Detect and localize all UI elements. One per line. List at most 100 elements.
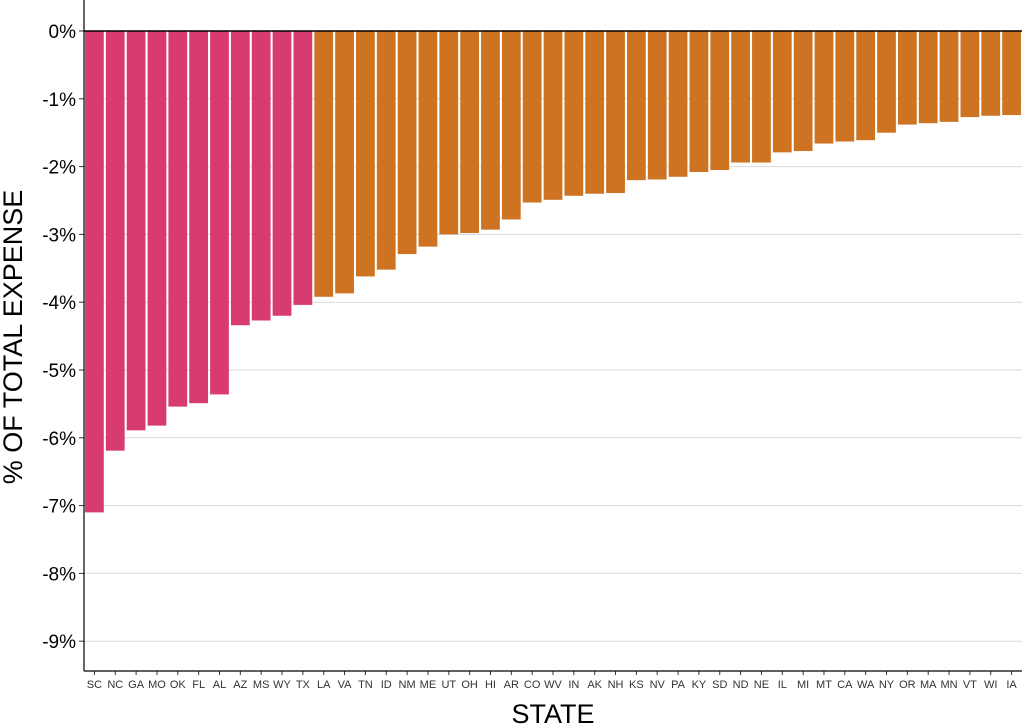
x-tick-label: TN <box>358 679 373 691</box>
x-tick-label: WA <box>857 679 875 691</box>
x-tick-label: KS <box>629 679 644 691</box>
bar-az <box>230 31 250 326</box>
y-tick-label: -6% <box>42 429 76 450</box>
tick-labels: 0% -1% -2% -3% -4% -5% -6% -7% -8% -9% SC NC GA MO OK F… <box>42 22 1017 691</box>
x-tick-label: MA <box>920 679 937 691</box>
bar-sc <box>85 31 104 513</box>
bar-fl <box>189 31 209 404</box>
bar-tx <box>293 31 313 305</box>
y-tick-label: 0% <box>49 22 77 43</box>
x-tick-label: UT <box>441 679 456 691</box>
bar-il <box>772 31 792 153</box>
x-tick-label: WY <box>273 679 291 691</box>
x-tick-label: MT <box>816 679 832 691</box>
bar-mn <box>939 31 959 122</box>
bar-sd <box>710 31 730 170</box>
x-tick-label: MS <box>253 679 270 691</box>
x-tick-label: AZ <box>233 679 247 691</box>
x-tick-label: CA <box>837 679 853 691</box>
bar-wy <box>272 31 292 316</box>
x-tick-label: HI <box>485 679 496 691</box>
x-tick-label: FL <box>192 679 205 691</box>
bar-ga <box>126 31 146 431</box>
x-tick-label: NH <box>608 679 624 691</box>
x-tick-label: GA <box>128 679 145 691</box>
x-tick-label: CO <box>524 679 541 691</box>
bar-ks <box>626 31 646 181</box>
bar-nm <box>397 31 417 255</box>
x-tick-label: VT <box>963 679 977 691</box>
y-tick-label: -3% <box>42 225 76 246</box>
bar-ut <box>439 31 459 235</box>
x-tick-label: IN <box>568 679 579 691</box>
bar-ok <box>168 31 188 407</box>
bar-co <box>522 31 542 203</box>
x-tick-label: TX <box>296 679 311 691</box>
y-tick-label: -8% <box>42 564 76 585</box>
x-tick-label: AL <box>213 679 226 691</box>
x-axis-title: STATE <box>511 699 594 725</box>
y-tick-label: -9% <box>42 632 76 653</box>
y-tick-label: -5% <box>42 361 76 382</box>
x-tick-label: OK <box>170 679 187 691</box>
bar-wv <box>543 31 563 200</box>
x-tick-label: ME <box>420 679 437 691</box>
x-tick-label: MI <box>797 679 809 691</box>
y-tick-label: -1% <box>42 90 76 111</box>
x-tick-label: IA <box>1006 679 1017 691</box>
x-tick-label: VA <box>338 679 353 691</box>
x-tick-label: MO <box>148 679 166 691</box>
x-tick-label: NY <box>879 679 895 691</box>
bar-al <box>210 31 229 395</box>
bar-mo <box>147 31 167 426</box>
y-tick-label: -4% <box>42 293 76 314</box>
bar-ca <box>835 31 855 142</box>
x-tick-label: NE <box>754 679 769 691</box>
bar-ne <box>752 31 771 163</box>
bar-oh <box>460 31 480 234</box>
bar-mt <box>814 31 834 144</box>
y-tick-label: -7% <box>42 497 76 518</box>
x-tick-label: OH <box>461 679 478 691</box>
x-tick-label: AK <box>587 679 602 691</box>
x-tick-label: NV <box>650 679 666 691</box>
x-tick-label: PA <box>671 679 686 691</box>
bar-nd <box>731 31 750 163</box>
bar-wa <box>856 31 876 141</box>
bar-tn <box>356 31 375 277</box>
bar-me <box>418 31 438 247</box>
x-tick-label: IL <box>778 679 787 691</box>
bar-va <box>335 31 354 294</box>
bar-nv <box>647 31 667 180</box>
x-tick-label: LA <box>317 679 331 691</box>
bar-nc <box>105 31 125 451</box>
x-tick-label: MN <box>940 679 957 691</box>
x-tick-label: ND <box>733 679 749 691</box>
bar-vt <box>960 31 980 118</box>
bar-la <box>314 31 334 297</box>
x-tick-label: NC <box>107 679 123 691</box>
bar-wi <box>981 31 1001 116</box>
bar-id <box>376 31 396 270</box>
x-tick-label: AR <box>504 679 519 691</box>
bar-in <box>564 31 584 196</box>
y-tick-label: -2% <box>42 158 76 179</box>
bar-ia <box>1002 31 1021 116</box>
x-tick-label: OR <box>899 679 916 691</box>
x-tick-label: SD <box>712 679 727 691</box>
bar-hi <box>481 31 500 230</box>
bar-ky <box>689 31 709 173</box>
axes <box>79 0 1022 675</box>
x-tick-label: ID <box>381 679 392 691</box>
bar-mi <box>793 31 813 152</box>
bar-nh <box>606 31 625 194</box>
bar-or <box>897 31 917 125</box>
x-tick-label: SC <box>87 679 102 691</box>
bar-ms <box>251 31 271 321</box>
bar-ak <box>585 31 605 194</box>
bar-pa <box>668 31 688 177</box>
bar-ny <box>877 31 896 133</box>
y-axis-title: % OF TOTAL EXPENSE <box>0 190 28 485</box>
x-tick-label: KY <box>692 679 707 691</box>
